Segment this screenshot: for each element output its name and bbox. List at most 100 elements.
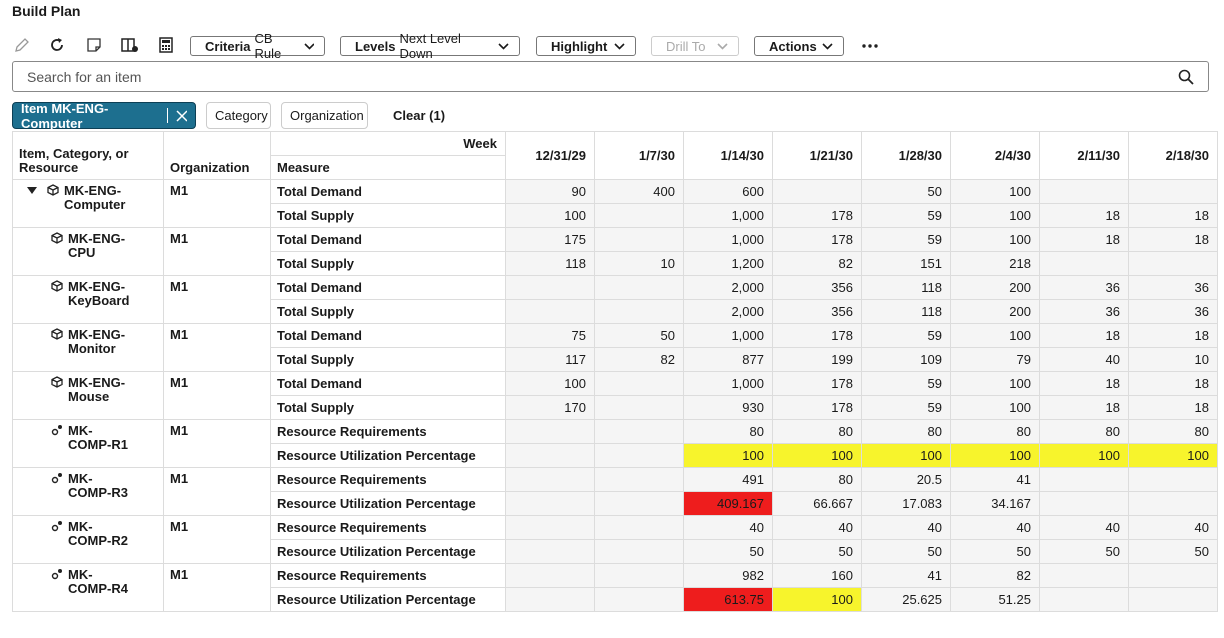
data-row: Total Supply 2,000 356 118 200 36 36 [13,299,1218,324]
value-cell: 18 [1039,227,1129,252]
toolbar-button: Drill To [651,36,739,56]
week-label: Week [270,131,506,156]
value-cell: 59 [861,203,951,228]
value-cell: 100 [950,371,1040,396]
value-cell: 59 [861,227,951,252]
value-cell: 930 [683,395,773,420]
button-label: Levels [355,38,396,54]
resource-icon [51,473,62,484]
item-cell: MK-ENG-CPU [12,227,164,276]
measure-cell: Resource Utilization Percentage [270,491,506,516]
measure-cell: Total Demand [270,179,506,204]
value-cell [594,203,684,228]
item-cell: MK-ENG-KeyBoard [12,275,164,324]
more-icon[interactable] [861,43,879,49]
item-name: MK-COMP-R3 [68,471,128,500]
item-icon [51,232,63,244]
value-cell: 50 [861,539,951,564]
data-row: Total Supply 170 930 178 59 100 18 18 [13,395,1218,420]
value-cell: 200 [950,275,1040,300]
chevron [304,42,314,50]
value-cell [505,467,595,492]
value-cell: 356 [772,275,862,300]
value-cell: 36 [1128,275,1218,300]
value-cell: 59 [861,323,951,348]
search-placeholder: Search for an item [27,69,142,85]
chevron [717,42,728,50]
value-cell: 982 [683,563,773,588]
value-cell: 18 [1128,395,1218,420]
measure-cell: Total Demand [270,323,506,348]
value-cell: 90 [505,179,595,204]
value-cell: 118 [505,251,595,276]
filter-chip[interactable]: Organization [281,102,368,129]
toolbar-button[interactable]: Highlight [536,36,636,56]
value-cell: 178 [772,371,862,396]
value-cell: 100 [683,443,773,468]
week-header: 1/7/30 [594,131,684,180]
calculator-icon[interactable] [158,37,174,53]
value-cell: 178 [772,203,862,228]
value-cell [594,275,684,300]
remove-icon[interactable] [176,109,187,122]
value-cell: 356 [772,299,862,324]
value-cell: 170 [505,395,595,420]
value-cell: 2,000 [683,299,773,324]
value-cell [772,179,862,204]
button-label: Highlight [551,38,608,54]
search-box[interactable]: Search for an item [12,61,1209,92]
filter-chip[interactable]: Item MK-ENG-Computer [12,100,196,131]
value-cell [594,419,684,444]
value-cell [1039,251,1129,276]
item-cell: MK-ENG-Computer [12,179,164,228]
expand-icon[interactable] [27,187,37,195]
toolbar-button[interactable]: Actions [754,36,844,56]
note-icon[interactable] [86,37,102,53]
organization-cell: M1 [163,467,271,516]
value-cell: 100 [1128,443,1218,468]
value-cell: 40 [772,515,862,540]
filter-chip[interactable]: Category [206,102,271,129]
toolbar-button[interactable]: Levels Next Level Down [340,31,520,61]
edit-icon[interactable] [14,37,30,53]
value-cell: 59 [861,395,951,420]
value-cell: 100 [772,443,862,468]
layout-icon[interactable] [121,37,139,53]
value-cell: 18 [1039,371,1129,396]
data-row: Total Supply 117 82 877 199 109 79 40 10 [13,347,1218,372]
chevron [822,42,833,50]
value-cell: 178 [772,395,862,420]
value-cell [594,443,684,468]
item-name: MK-ENG-Computer [64,183,126,212]
search-icon[interactable] [1178,69,1194,85]
value-cell: 41 [950,467,1040,492]
value-cell: 18 [1039,395,1129,420]
value-cell [505,443,595,468]
data-row: MK-COMP-R2 M1 Resource Requirements 40 40 40 4… [12,515,1218,564]
value-cell: 18 [1128,203,1218,228]
clear-filters[interactable]: Clear (1) [393,108,446,123]
value-cell: 40 [683,515,773,540]
page-title: Build Plan [12,3,81,19]
chip-label: Organization [290,108,364,123]
value-cell [594,515,684,540]
value-cell: 75 [505,323,595,348]
data-row: MK-ENG-Computer M1 Total Demand 90 400 600 50 1… [12,179,1218,228]
value-cell: 36 [1128,299,1218,324]
measure-cell: Resource Utilization Percentage [270,587,506,612]
item-cell: MK-COMP-R4 [12,563,164,612]
value-cell: 1,000 [683,323,773,348]
toolbar-button[interactable]: Criteria CB Rule [190,31,325,61]
measure-cell: Resource Utilization Percentage [270,443,506,468]
chip-label: Item MK-ENG-Computer [21,100,109,131]
measure-cell: Total Supply [270,251,506,276]
value-cell: 218 [950,251,1040,276]
value-cell [594,587,684,612]
value-cell: 40 [950,515,1040,540]
value-cell: 100 [950,443,1040,468]
value-cell: 80 [950,419,1040,444]
refresh-icon[interactable] [49,37,65,53]
value-cell: 10 [594,251,684,276]
value-cell: 17.083 [861,491,951,516]
measure-cell: Total Supply [270,299,506,324]
